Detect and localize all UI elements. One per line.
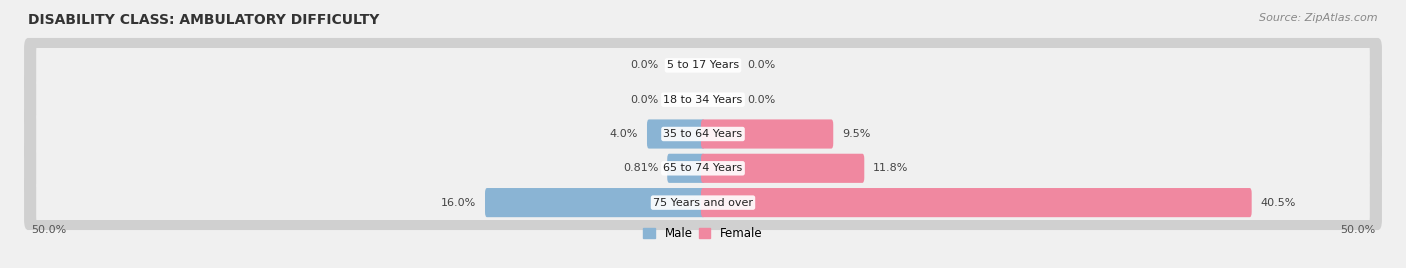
Text: 0.0%: 0.0% (748, 95, 776, 105)
FancyBboxPatch shape (24, 141, 1382, 196)
Text: 16.0%: 16.0% (441, 198, 477, 208)
Text: DISABILITY CLASS: AMBULATORY DIFFICULTY: DISABILITY CLASS: AMBULATORY DIFFICULTY (28, 13, 380, 27)
Text: 40.5%: 40.5% (1260, 198, 1296, 208)
Text: 18 to 34 Years: 18 to 34 Years (664, 95, 742, 105)
Text: 4.0%: 4.0% (610, 129, 638, 139)
Text: 5 to 17 Years: 5 to 17 Years (666, 60, 740, 70)
Text: 9.5%: 9.5% (842, 129, 870, 139)
FancyBboxPatch shape (24, 38, 1382, 93)
FancyBboxPatch shape (24, 175, 1382, 230)
Text: 75 Years and over: 75 Years and over (652, 198, 754, 208)
FancyBboxPatch shape (668, 154, 704, 183)
FancyBboxPatch shape (702, 154, 865, 183)
FancyBboxPatch shape (37, 181, 1369, 224)
FancyBboxPatch shape (702, 188, 1251, 217)
FancyBboxPatch shape (37, 44, 1369, 87)
FancyBboxPatch shape (24, 107, 1382, 161)
Text: 50.0%: 50.0% (31, 225, 66, 235)
Text: 35 to 64 Years: 35 to 64 Years (664, 129, 742, 139)
FancyBboxPatch shape (37, 78, 1369, 121)
Legend: Male, Female: Male, Female (638, 222, 768, 245)
Text: 0.0%: 0.0% (630, 95, 658, 105)
FancyBboxPatch shape (647, 120, 704, 148)
FancyBboxPatch shape (485, 188, 704, 217)
Text: 0.0%: 0.0% (630, 60, 658, 70)
Text: 65 to 74 Years: 65 to 74 Years (664, 163, 742, 173)
FancyBboxPatch shape (24, 72, 1382, 127)
Text: 50.0%: 50.0% (1340, 225, 1375, 235)
Text: 11.8%: 11.8% (873, 163, 908, 173)
Text: 0.81%: 0.81% (623, 163, 658, 173)
Text: Source: ZipAtlas.com: Source: ZipAtlas.com (1260, 13, 1378, 23)
Text: 0.0%: 0.0% (748, 60, 776, 70)
FancyBboxPatch shape (37, 112, 1369, 156)
FancyBboxPatch shape (37, 147, 1369, 190)
FancyBboxPatch shape (702, 120, 834, 148)
